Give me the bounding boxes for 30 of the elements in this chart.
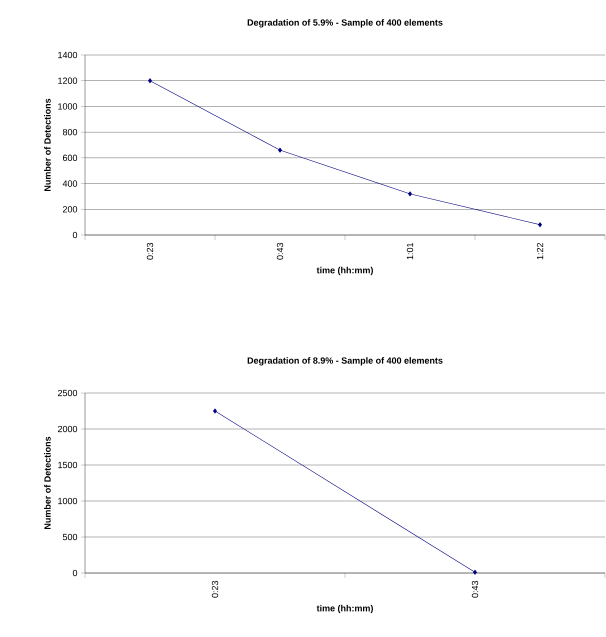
chart-title: Degradation of 8.9% - Sample of 400 elements: [248, 357, 443, 366]
y-tick-label: 800: [62, 128, 78, 136]
y-tick-label: 1400: [58, 52, 78, 58]
y-tick-label: 400: [62, 180, 78, 187]
y-axis-title: Number of Detections: [44, 436, 51, 529]
y-tick-label: 1000: [58, 103, 78, 110]
point: [408, 191, 412, 196]
x-tick-label: 1:01: [406, 242, 414, 260]
y-tick-label: 0: [72, 570, 78, 576]
y-tick-label: 500: [62, 534, 78, 540]
y-tick-label: 1000: [58, 498, 78, 504]
x-tick-label: 0:43: [276, 242, 284, 260]
chart-title: Degradation of 5.9% - Sample of 400 elements: [248, 19, 443, 28]
x-tick-label: 0:23: [146, 242, 154, 260]
y-tick-label: 1200: [58, 78, 78, 84]
x-tick-label: 1:22: [536, 242, 544, 260]
y-tick-label: 2000: [58, 426, 78, 432]
y-axis-title: Number of Detections: [44, 98, 51, 191]
y-tick-label: 0: [72, 232, 78, 238]
y-tick-label: 600: [62, 154, 78, 162]
point: [538, 222, 542, 228]
y-tick-label: 2500: [58, 390, 78, 396]
x-tick-label: 0:43: [472, 580, 478, 598]
x-axis-title: time (hh:mm): [316, 266, 373, 276]
point: [278, 148, 282, 153]
y-tick-label: 1500: [58, 462, 78, 468]
point: [148, 78, 152, 84]
x-axis-title: time (hh:mm): [316, 604, 373, 614]
y-tick-label: 200: [62, 206, 78, 212]
x-tick-label: 0:23: [212, 580, 218, 598]
